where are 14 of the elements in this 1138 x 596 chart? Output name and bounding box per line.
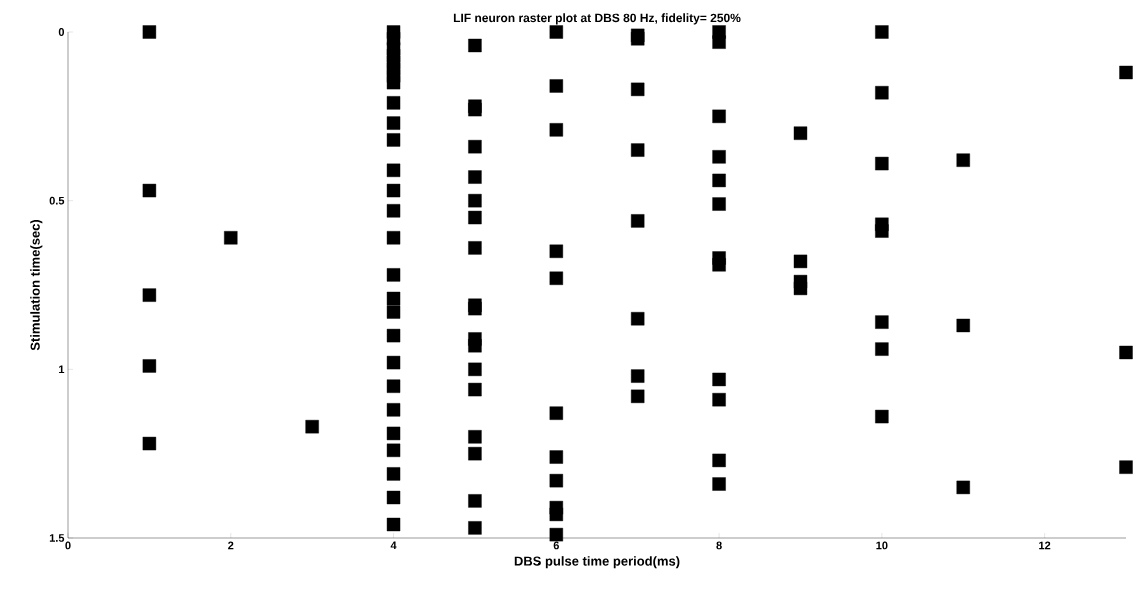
- chart-title: LIF neuron raster plot at DBS 80 Hz, fidelity= 250%: [453, 13, 741, 25]
- x-axis-title: DBS pulse time period(ms): [514, 556, 680, 569]
- y-tick-label: 0: [58, 28, 65, 36]
- x-tick-label: 0: [65, 541, 71, 550]
- x-tick-label: 2: [228, 541, 234, 550]
- x-tick-label: 10: [876, 541, 888, 550]
- y-axis-title: Stimulation time(sec): [30, 219, 43, 351]
- x-tick-label: 4: [390, 541, 397, 550]
- y-tick-label: 1: [59, 365, 65, 374]
- y-tick-label: 1.5: [49, 534, 65, 542]
- x-tick-label: 8: [716, 541, 722, 550]
- y-tick-label: 0.5: [49, 196, 65, 205]
- x-tick-label: 12: [1039, 541, 1051, 550]
- x-tick-label: 6: [553, 541, 559, 550]
